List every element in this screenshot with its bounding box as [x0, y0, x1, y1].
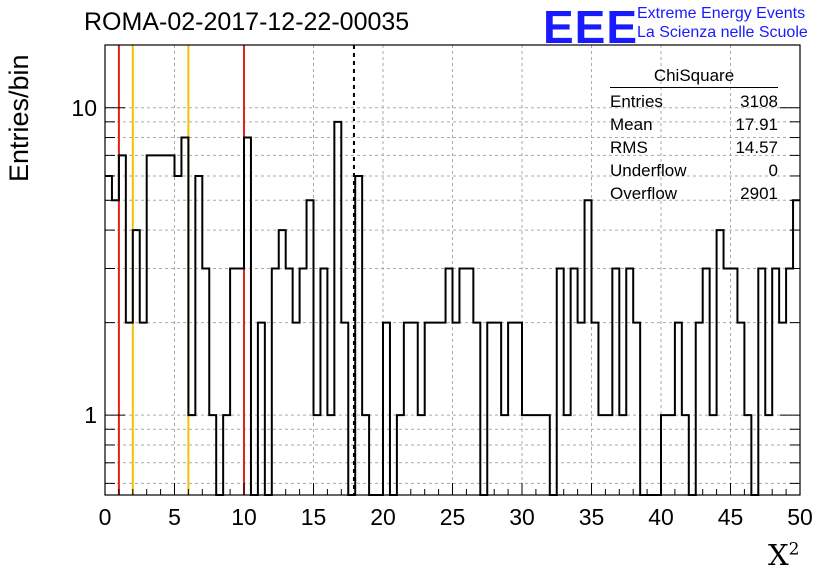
- eee-logo: EEE: [543, 1, 639, 53]
- logo-line1: Extreme Energy Events: [637, 5, 806, 22]
- x-tick-label: 15: [301, 504, 327, 530]
- stats-title: ChiSquare: [610, 66, 778, 88]
- x-axis-label: X2: [768, 538, 800, 572]
- x-tick-label: 50: [787, 504, 813, 530]
- stats-box: ChiSquare Entries 3108 Mean 17.91 RMS 14.57…: [610, 66, 778, 205]
- stats-row-rms: RMS 14.57: [610, 138, 778, 157]
- x-tick-label: 10: [231, 504, 257, 530]
- y-tick-label: 10: [71, 95, 97, 121]
- x-tick-label: 5: [168, 504, 181, 530]
- stats-row-underflow: Underflow 0: [610, 161, 778, 180]
- stats-row-mean: Mean 17.91: [610, 115, 778, 134]
- x-tick-label: 0: [99, 504, 112, 530]
- stats-row-entries: Entries 3108: [610, 92, 778, 111]
- x-tick-label: 45: [718, 504, 744, 530]
- x-tick-label: 20: [370, 504, 396, 530]
- x-tick-label: 35: [579, 504, 605, 530]
- y-axis-label: Entries/bin: [4, 54, 34, 182]
- x-tick-label: 25: [440, 504, 466, 530]
- logo-line2: La Scienza nelle Scuole: [637, 24, 808, 41]
- chart-title: ROMA-02-2017-12-22-00035: [84, 8, 410, 36]
- y-tick-label: 1: [84, 402, 97, 428]
- x-tick-label: 40: [648, 504, 674, 530]
- x-tick-label: 30: [509, 504, 535, 530]
- stats-row-overflow: Overflow 2901: [610, 184, 778, 203]
